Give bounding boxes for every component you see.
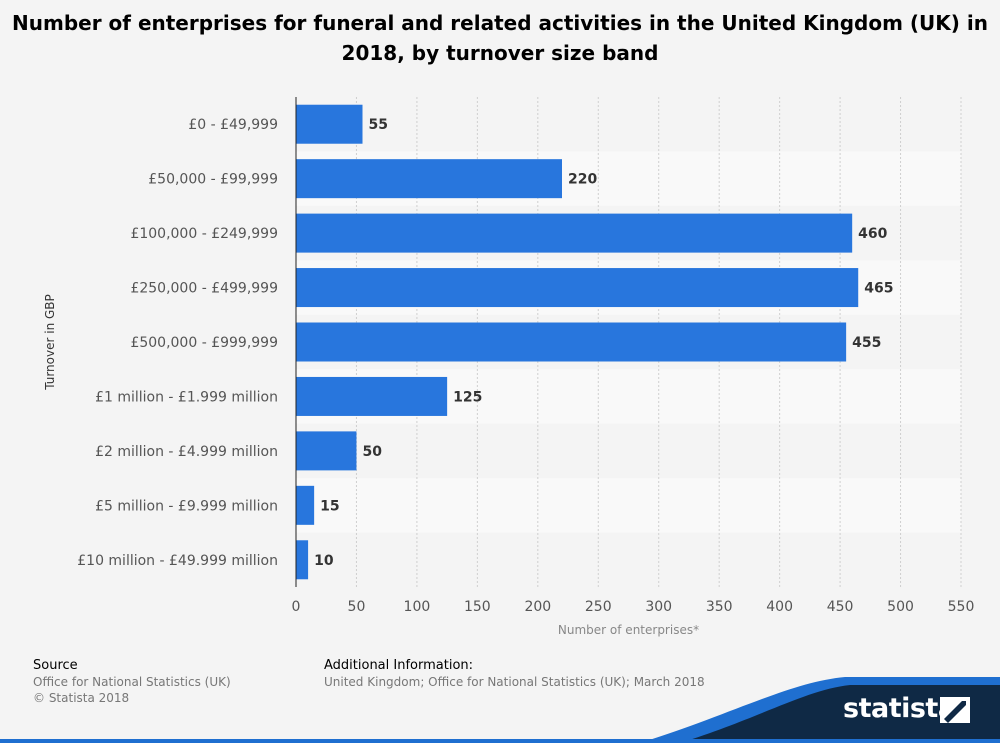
x-tick-label: 200 [524, 599, 551, 615]
x-tick-label: 450 [827, 599, 854, 615]
category-label: £250,000 - £499,999 [130, 281, 278, 297]
x-tick-label: 100 [404, 599, 431, 615]
data-label: 55 [369, 117, 388, 133]
x-tick-label: 350 [706, 599, 733, 615]
x-tick-label: 0 [292, 599, 301, 615]
x-tick-label: 50 [348, 599, 366, 615]
category-label: £0 - £49,999 [188, 117, 278, 133]
bar[interactable] [296, 268, 859, 308]
x-tick-labels: 0 50 100 150 200 250 300 350 400 450 500 550 [292, 599, 975, 615]
bar[interactable] [296, 485, 315, 525]
statista-logo[interactable]: statista [843, 693, 956, 724]
y-axis-label: Turnover in GBP [43, 294, 57, 391]
chart-title: Number of enterprises for funeral and re… [12, 11, 988, 65]
brand-band-dark [680, 685, 1000, 743]
copyright: © Statista 2018 [33, 691, 130, 705]
category-label: £50,000 - £99,999 [148, 172, 278, 188]
row-band [296, 478, 961, 533]
data-label: 465 [864, 281, 893, 297]
data-label: 455 [852, 335, 881, 351]
data-labels: 55 220 460 465 455 125 50 15 10 [314, 117, 893, 569]
bar[interactable] [296, 104, 363, 144]
category-label: £100,000 - £249,999 [130, 226, 278, 242]
bar[interactable] [296, 159, 562, 199]
category-label: £2 million - £4.999 million [95, 444, 278, 460]
source-link[interactable]: Office for National Statistics (UK) [33, 675, 231, 689]
source-block: Source Office for National Statistics (U… [33, 658, 231, 706]
data-label: 10 [314, 553, 334, 569]
data-label: 220 [568, 172, 597, 188]
data-label: 460 [858, 226, 887, 242]
category-label: £1 million - £1.999 million [95, 389, 278, 405]
statista-logo-icon [940, 697, 970, 723]
source-heading: Source [33, 658, 78, 673]
bar[interactable] [296, 376, 448, 416]
x-tick-label: 500 [887, 599, 914, 615]
bar[interactable] [296, 540, 309, 580]
brand-bottom-line [0, 739, 1000, 743]
bar[interactable] [296, 322, 847, 362]
x-axis-label: Number of enterprises* [558, 623, 699, 637]
x-tick-label: 400 [766, 599, 793, 615]
x-tick-label: 250 [585, 599, 612, 615]
category-label: £500,000 - £999,999 [130, 335, 278, 351]
data-label: 125 [453, 389, 482, 405]
x-tick-label: 550 [948, 599, 975, 615]
x-tick-label: 300 [645, 599, 672, 615]
bar-chart: 55 220 460 465 455 125 50 15 10 £0 - £49,999 £50,… [43, 97, 975, 637]
category-label: £10 million - £49.999 million [77, 553, 278, 569]
bar[interactable] [296, 213, 853, 253]
category-labels: £0 - £49,999 £50,000 - £99,999 £100,000 - … [77, 117, 278, 569]
additional-info-heading: Additional Information: [324, 658, 474, 673]
data-label: 50 [362, 444, 382, 460]
additional-info-text: United Kingdom; Office for National Stat… [324, 675, 705, 689]
bar[interactable] [296, 431, 357, 471]
bars [296, 104, 859, 580]
x-tick-label: 150 [464, 599, 491, 615]
category-label: £5 million - £9.999 million [95, 498, 278, 514]
data-label: 15 [320, 498, 339, 514]
additional-info-block: Additional Information: United Kingdom; … [324, 658, 705, 690]
